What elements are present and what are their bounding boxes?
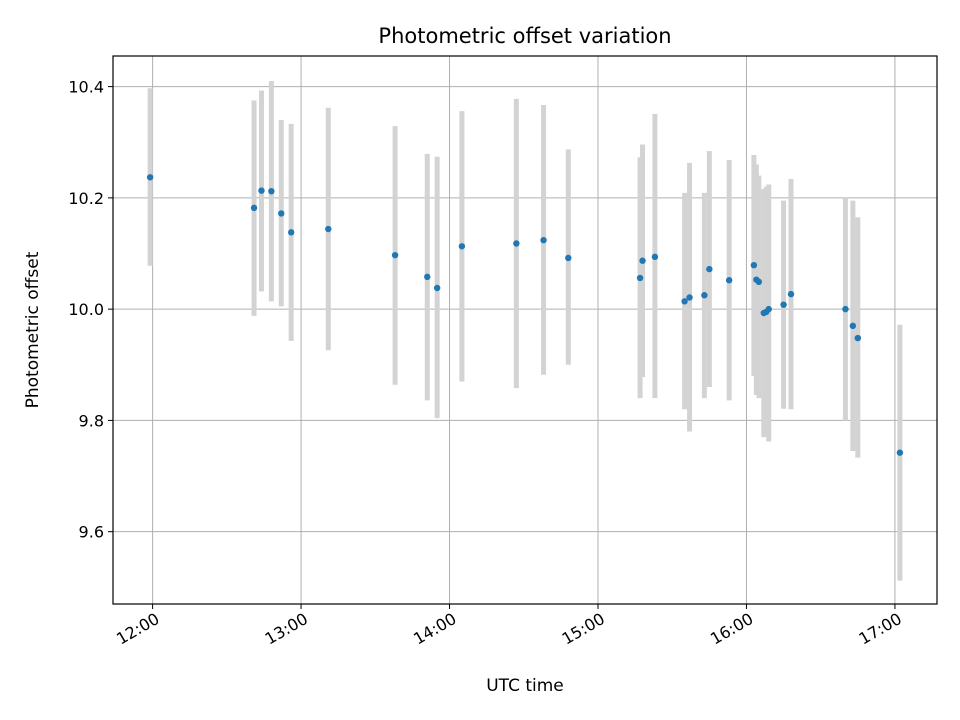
y-tick-label: 9.6 <box>79 523 104 542</box>
data-point <box>639 257 646 264</box>
data-point <box>391 251 399 259</box>
y-axis-label: Photometric offset <box>23 251 43 408</box>
grid-lines <box>113 56 937 604</box>
data-point <box>268 187 275 195</box>
data-point <box>842 305 849 313</box>
data-point <box>755 278 763 286</box>
data-point <box>513 240 520 247</box>
y-tick-label: 10.4 <box>68 78 104 97</box>
x-axis-label: UTC time <box>486 676 564 696</box>
y-tick-label: 10.2 <box>68 189 104 208</box>
y-axis-ticks: 9.6 9.8 10.0 10.2 10.4 <box>68 78 113 542</box>
data-point <box>458 243 466 250</box>
data-point <box>146 174 154 181</box>
data-point <box>849 322 857 330</box>
data-point <box>424 273 431 281</box>
data-point <box>565 254 572 262</box>
data-point <box>433 284 441 292</box>
data-point <box>540 236 547 244</box>
data-point <box>278 210 285 217</box>
data-point <box>287 229 295 236</box>
data-point <box>636 274 644 282</box>
y-tick-label: 10.0 <box>68 300 104 319</box>
data-point <box>787 290 795 298</box>
data-point <box>765 305 772 313</box>
chart-title: Photometric offset variation <box>378 24 671 48</box>
data-point <box>651 253 659 261</box>
data-point <box>325 225 332 233</box>
data-point <box>706 265 713 273</box>
data-point <box>250 204 258 212</box>
data-point <box>686 294 693 301</box>
data-point <box>258 187 265 194</box>
data-point <box>750 261 758 269</box>
data-point <box>681 298 688 305</box>
data-points <box>146 174 904 456</box>
data-point <box>725 277 733 284</box>
data-point <box>701 292 708 299</box>
data-point <box>854 334 862 342</box>
plot-frame <box>112 55 938 605</box>
data-point <box>780 301 787 308</box>
y-tick-label: 9.8 <box>79 411 104 430</box>
data-point <box>896 449 904 456</box>
